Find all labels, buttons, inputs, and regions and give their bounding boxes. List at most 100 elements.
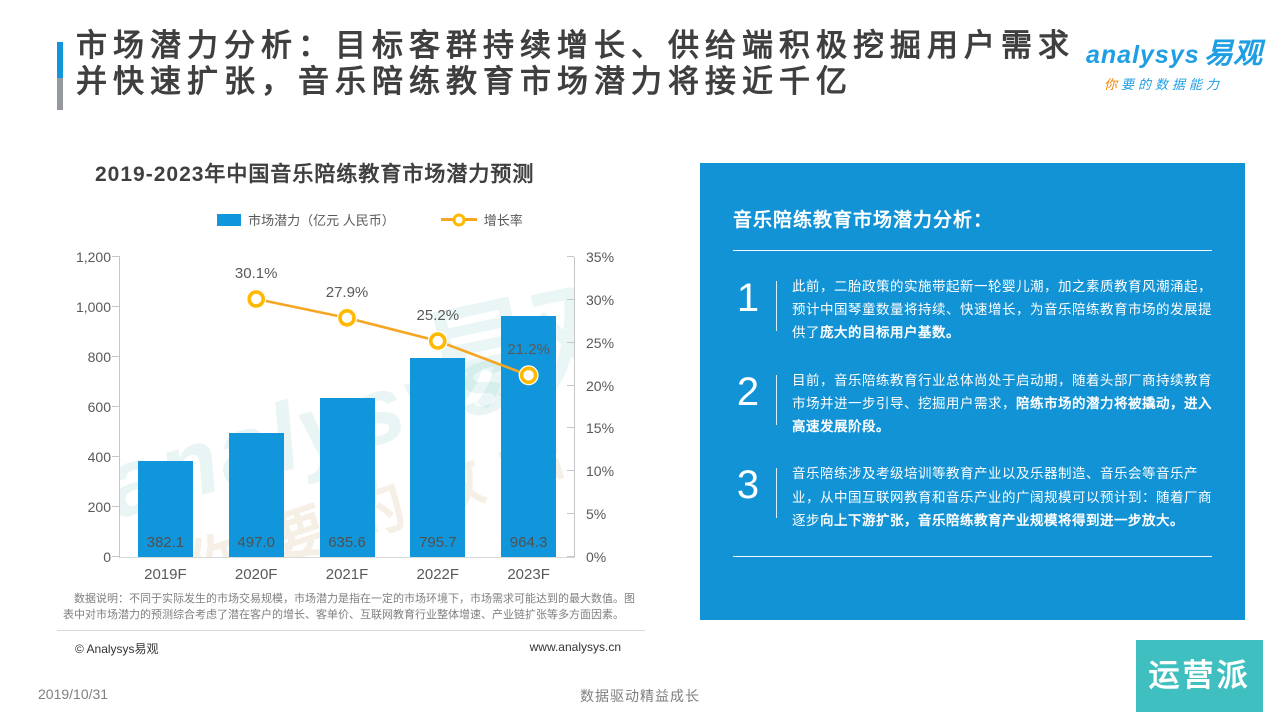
tagline-rest: 要的数据能力 — [1121, 77, 1224, 92]
right-axis-tick-label: 20% — [586, 377, 615, 394]
page-title-line1: 市场潜力分析：目标客群持续增长、供给端积极挖掘用户需求 — [76, 28, 1075, 63]
analysis-panel: 音乐陪练教育市场潜力分析： 1 此前，二胎政策的实施带起新一轮婴儿潮，加之素质教… — [700, 163, 1245, 620]
panel-points: 1 此前，二胎政策的实施带起新一轮婴儿潮，加之素质教育风潮涌起，预计中国琴童数量… — [726, 275, 1217, 532]
left-axis-tick-label: 800 — [87, 349, 111, 365]
bar-2022f: 795.7 — [410, 358, 466, 557]
point-text-normal: 音乐陪练涉及考级培训等教育产业以及乐器制造、音乐会等音乐产业，从中国互联网教育和… — [792, 466, 1212, 528]
right-axis-tick — [567, 427, 574, 429]
growth-value-label: 21.2% — [507, 341, 550, 359]
right-axis-tick-label: 30% — [586, 291, 615, 308]
data-note: 数据说明：不同于实际发生的市场交易规模，市场潜力是指在一定的市场环境下，市场需求… — [63, 593, 635, 621]
analysys-logo-cn: 易观 — [1204, 38, 1263, 70]
point-text: 此前，二胎政策的实施带起新一轮婴儿潮，加之素质教育风潮涌起，预计中国琴童数量将持… — [792, 275, 1217, 345]
right-axis-tick — [567, 470, 574, 472]
legend-label-market-potential: 市场潜力（亿元 人民币） — [248, 213, 395, 228]
legend-label-growth-rate: 增长率 — [483, 213, 523, 228]
copyright-text: © Analysys易观 — [75, 641, 159, 656]
legend-item-growth-rate: 增长率 — [440, 210, 523, 229]
bar-2021f: 635.6 — [319, 398, 375, 557]
right-axis-tick-label: 0% — [586, 549, 607, 565]
bar-2023f: 964.3 — [501, 315, 557, 557]
tagline-first-char: 你 — [1104, 77, 1122, 92]
chart-title: 2019-2023年中国音乐陪练教育市场潜力预测 — [95, 163, 535, 186]
left-axis-tick — [112, 556, 120, 557]
x-axis-label: 2020F — [234, 566, 278, 583]
left-axis-tick — [112, 406, 120, 407]
bar-value-label: 964.3 — [509, 534, 548, 551]
growth-value-label: 30.1% — [234, 265, 278, 282]
x-axis-label: 2022F — [416, 566, 460, 583]
slide-slogan: 数据驱动精益成长 — [580, 688, 700, 704]
point-text: 目前，音乐陪练教育行业总体尚处于启动期，随着头部厂商持续教育市场并进一步引导、挖… — [792, 369, 1217, 439]
website-text: www.analysys.cn — [529, 639, 621, 654]
analysys-logo: analysys 易观 你要的数据能力 — [1086, 30, 1262, 93]
legend-item-market-potential: 市场潜力（亿元 人民币） — [217, 210, 395, 229]
growth-value-label: 25.2% — [416, 307, 460, 324]
chart-legend: 市场潜力（亿元 人民币） 增长率 — [55, 210, 655, 229]
left-axis-tick-label: 200 — [87, 499, 111, 515]
bar-value-label: 382.1 — [146, 534, 185, 551]
right-y-axis: 0% 5% 10% 15% 20% 25% 30% 35% — [575, 249, 629, 565]
right-axis-tick — [567, 513, 574, 515]
yunyingpai-badge: 运营派 — [1136, 640, 1263, 712]
point-text-bold: 陪练市场的潜力将被撬动，进入高速发展阶段。 — [792, 395, 1212, 435]
right-axis-tick — [567, 256, 574, 257]
plot-area: analysys 易观 你要的数据能力 382.12019F497.02020F… — [112, 256, 575, 583]
panel-title: 音乐陪练教育市场潜力分析： — [733, 210, 994, 231]
left-axis-tick — [112, 256, 120, 257]
bar-value-label: 635.6 — [328, 534, 366, 551]
right-axis-tick — [567, 556, 574, 557]
right-axis-tick — [567, 384, 574, 386]
left-axis-tick-label: 1,200 — [75, 249, 111, 265]
right-axis-tick-label: 10% — [586, 463, 615, 480]
point-text-bold: 向上下游扩张，音乐陪练教育产业规模将得到进一步放大。 — [820, 512, 1184, 528]
right-axis-tick — [567, 341, 574, 343]
accent-bar-gray — [57, 78, 63, 110]
bar-value-label: 795.7 — [419, 534, 457, 551]
point-divider — [776, 468, 777, 519]
panel-point-3: 3 音乐陪练涉及考级培训等教育产业以及乐器制造、音乐会等音乐产业，从中国互联网教… — [726, 462, 1217, 532]
panel-top-divider — [733, 250, 1212, 251]
right-axis-tick — [567, 298, 574, 300]
accent-bar-blue — [57, 42, 63, 78]
left-axis-tick-label: 400 — [87, 449, 111, 465]
left-axis-tick — [112, 506, 120, 507]
left-axis-tick-label: 1,000 — [75, 299, 111, 315]
point-text-bold: 庞大的目标用户基数。 — [820, 325, 960, 341]
x-axis-label: 2021F — [325, 566, 369, 583]
source-row: © Analysys易观 www.analysys.cn — [75, 640, 621, 657]
chart-section: 2019-2023年中国音乐陪练教育市场潜力预测 市场潜力（亿元 人民币） 增长… — [55, 152, 655, 657]
x-axis-label: 2023F — [507, 566, 550, 583]
slide-date: 2019/10/31 — [38, 686, 109, 702]
growth-marker-icon — [519, 366, 538, 385]
footer-divider — [57, 629, 645, 631]
bar-value-label: 497.0 — [237, 534, 275, 551]
growth-marker-icon — [247, 290, 265, 308]
right-axis-tick-label: 35% — [586, 249, 615, 265]
point-text-normal: 目前，音乐陪练教育行业总体尚处于启动期，随着头部厂商持续教育市场并进一步引导、挖… — [792, 372, 1212, 411]
growth-value-label: 27.9% — [325, 283, 369, 301]
right-axis-tick-label: 15% — [586, 420, 615, 437]
growth-rate-line — [246, 289, 539, 386]
point-number: 2 — [736, 369, 760, 414]
point-number: 3 — [736, 463, 760, 508]
analysys-logo-latin: analysys — [1086, 41, 1200, 69]
point-number: 1 — [736, 276, 760, 320]
point-divider — [776, 374, 777, 425]
point-text-normal: 此前，二胎政策的实施带起新一轮婴儿潮，加之素质教育风潮涌起，预计中国琴童数量将持… — [792, 279, 1212, 341]
point-divider — [776, 281, 777, 331]
bar-2019f: 382.1 — [137, 461, 193, 557]
line-legend-swatch-icon — [440, 213, 477, 226]
bar-legend-swatch-icon — [217, 213, 242, 226]
left-axis-tick — [112, 306, 120, 307]
growth-marker-icon — [428, 332, 447, 350]
panel-point-1: 1 此前，二胎政策的实施带起新一轮婴儿潮，加之素质教育风潮涌起，预计中国琴童数量… — [726, 275, 1217, 345]
left-axis-tick — [112, 456, 120, 457]
analysys-logo-wordmark: analysys 易观 — [1086, 30, 1262, 72]
right-axis-tick-label: 5% — [586, 506, 607, 523]
left-axis-tick — [112, 356, 120, 357]
point-text: 音乐陪练涉及考级培训等教育产业以及乐器制造、音乐会等音乐产业，从中国互联网教育和… — [792, 462, 1217, 532]
right-axis-tick-label: 25% — [586, 334, 615, 351]
